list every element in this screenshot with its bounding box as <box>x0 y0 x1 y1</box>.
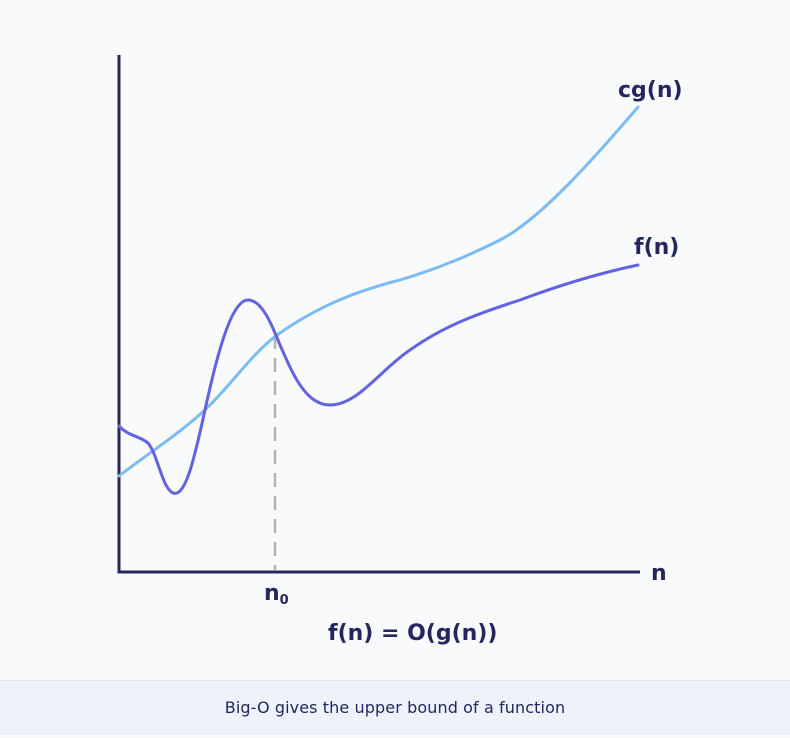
plot-area: cg(n) f(n) n n0 f(n) = O(g(n)) <box>117 55 683 646</box>
f-n-label: f(n) <box>634 235 679 260</box>
n-zero-base: n <box>264 581 280 606</box>
caption-band: Big-O gives the upper bound of a functio… <box>0 680 790 734</box>
figure-caption: Big-O gives the upper bound of a functio… <box>224 697 566 717</box>
cg-n-label: cg(n) <box>618 78 683 103</box>
formula-label: f(n) = O(g(n)) <box>328 621 497 646</box>
cg-n-curve <box>117 105 640 478</box>
n-zero-label: n0 <box>264 581 289 608</box>
big-o-diagram: cg(n) f(n) n n0 f(n) = O(g(n)) <box>117 55 683 646</box>
x-axis-label: n <box>651 561 667 586</box>
n-zero-subscript: 0 <box>280 593 289 608</box>
f-n-curve <box>117 263 640 495</box>
